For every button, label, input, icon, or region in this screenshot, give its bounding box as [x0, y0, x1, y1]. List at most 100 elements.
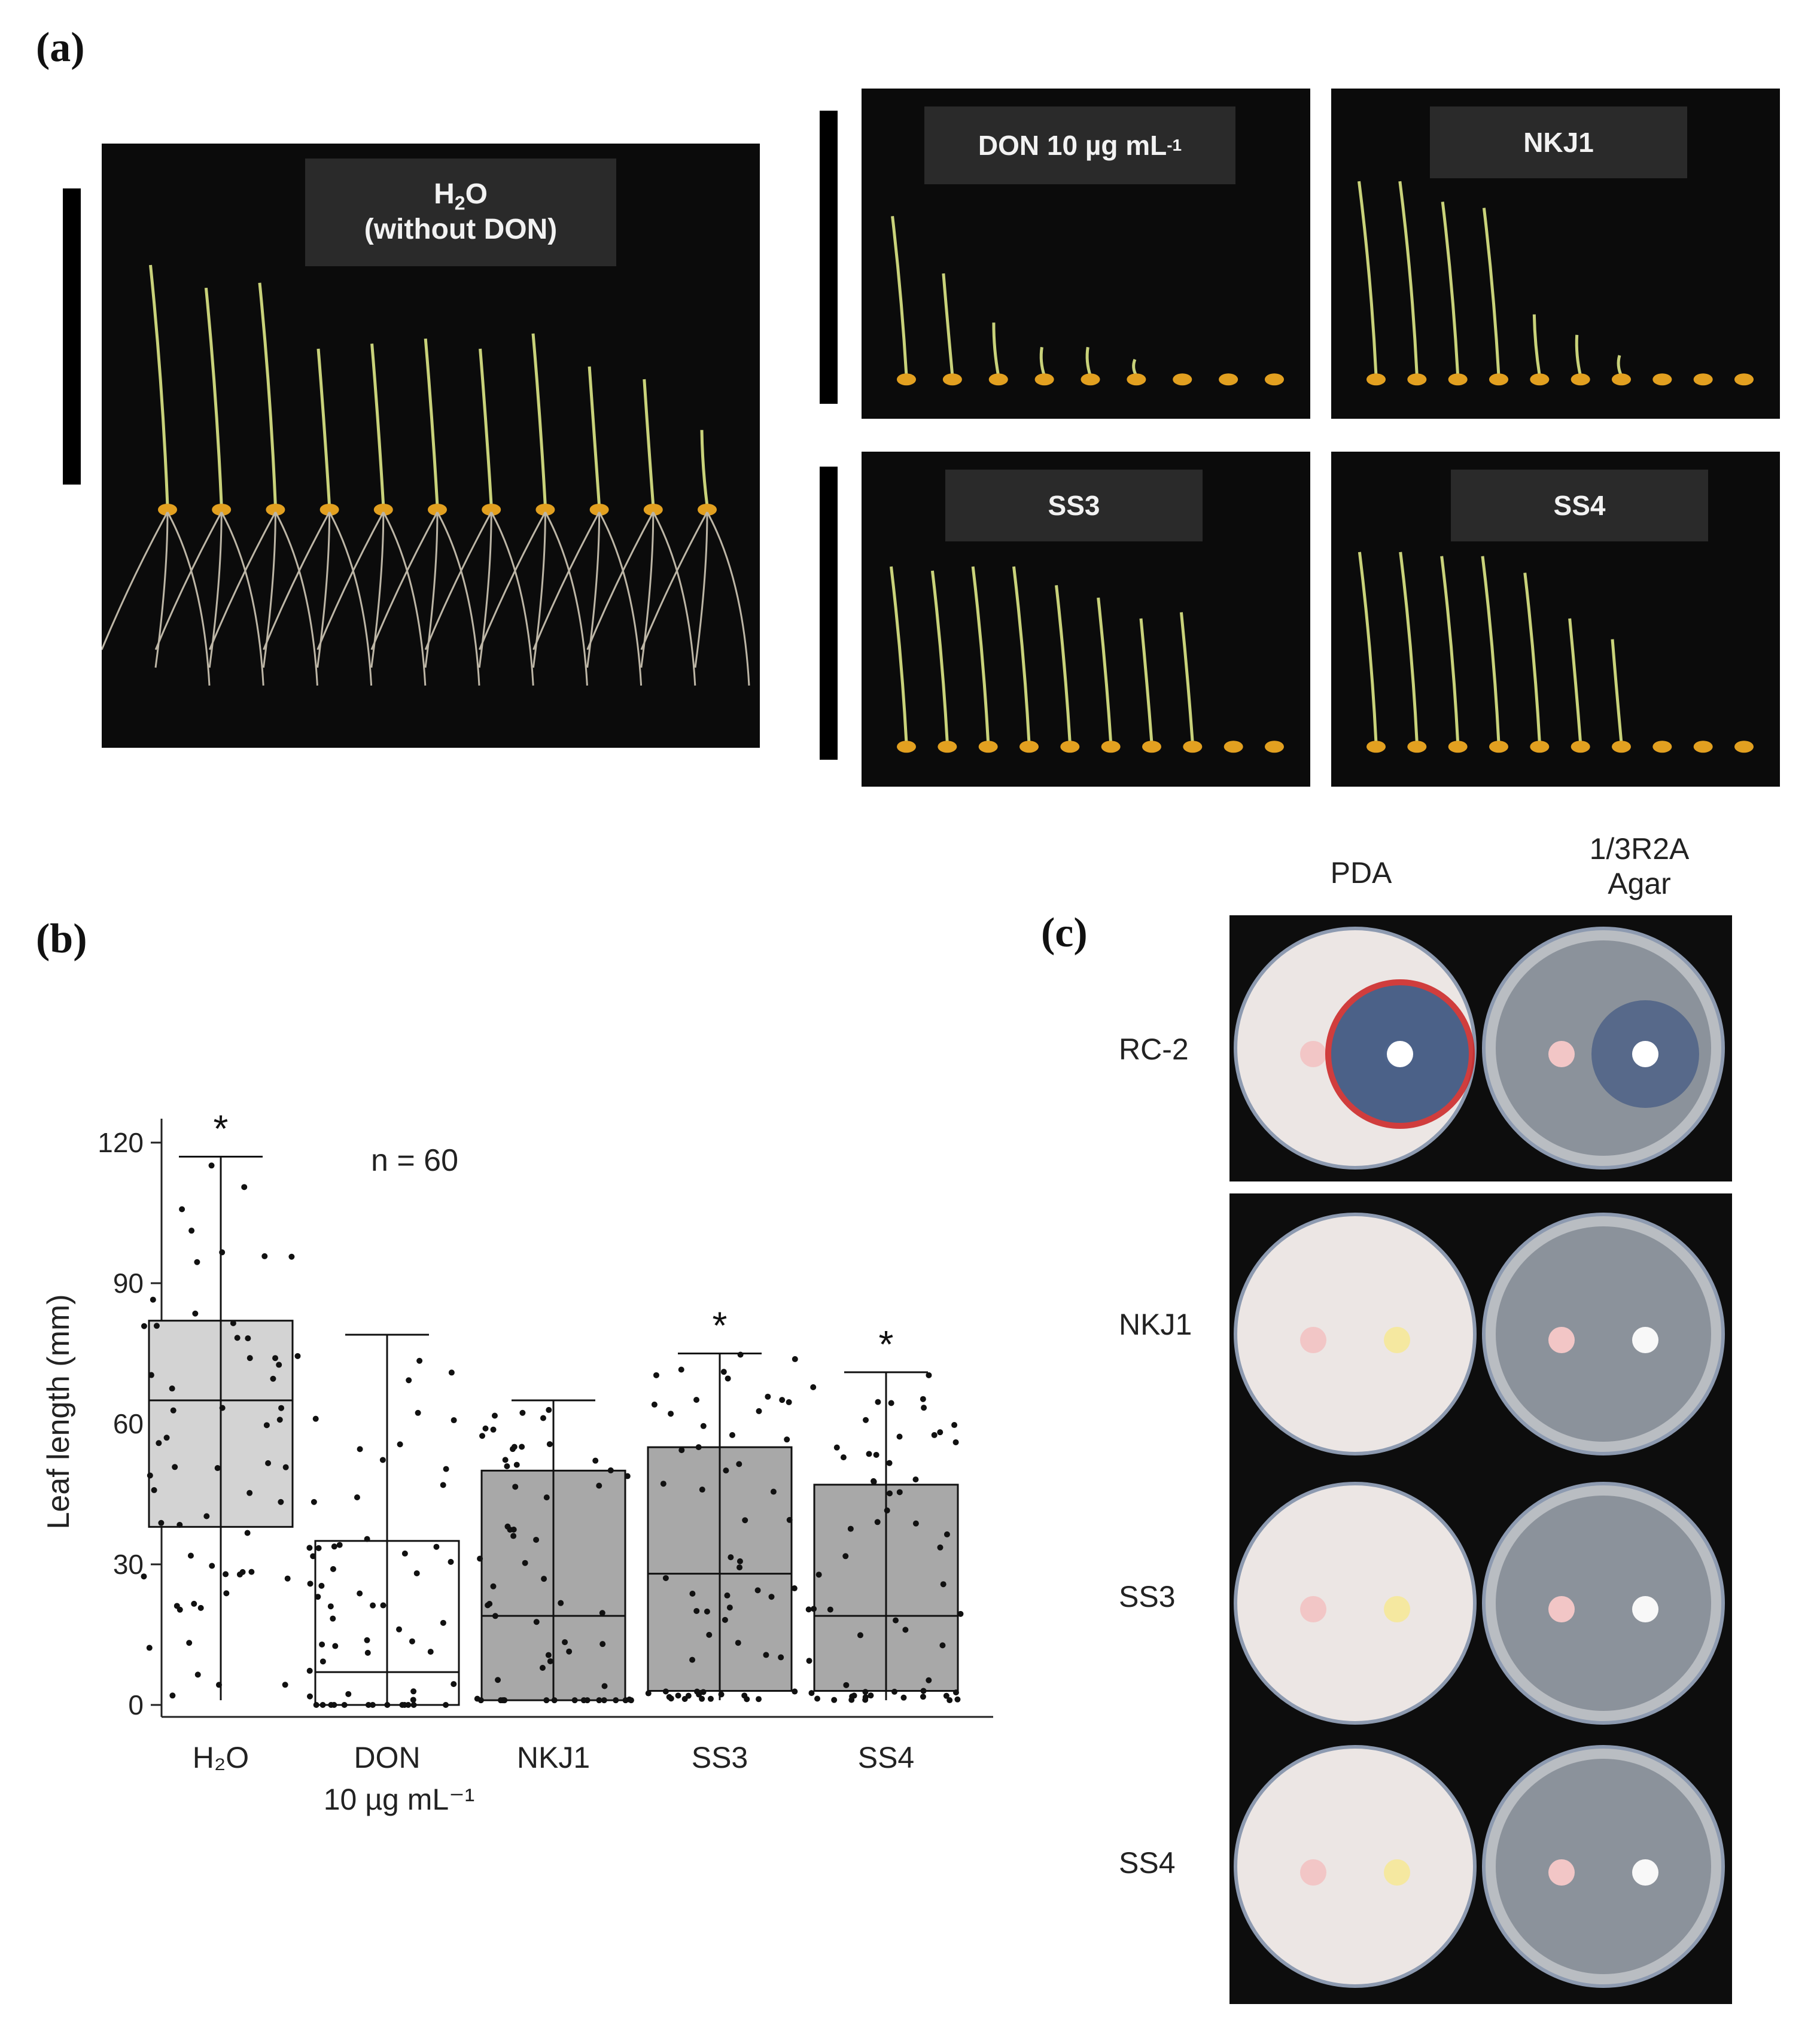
data-point — [805, 1606, 812, 1613]
bacterial-spot — [1632, 1859, 1658, 1886]
data-point — [857, 1632, 863, 1639]
data-point — [681, 1696, 688, 1703]
data-point — [937, 1429, 944, 1436]
data-point — [365, 1702, 372, 1708]
seed — [1448, 373, 1468, 386]
data-point — [926, 1372, 932, 1378]
data-point — [622, 1697, 629, 1704]
data-point — [248, 1569, 255, 1575]
root — [370, 511, 439, 650]
photo-nkj1: NKJ1 — [1331, 89, 1780, 419]
data-point — [395, 1626, 402, 1633]
data-point — [599, 1641, 606, 1648]
data-point — [399, 1702, 406, 1708]
seedling-leaf — [1085, 346, 1092, 377]
seedling-leaf — [1132, 358, 1138, 377]
data-point — [474, 1695, 480, 1702]
data-point — [215, 1682, 222, 1688]
data-point — [357, 1590, 363, 1597]
seed — [1366, 741, 1386, 753]
data-point — [194, 1259, 200, 1265]
data-point — [720, 1369, 727, 1375]
data-point — [410, 1688, 417, 1695]
data-point — [754, 1587, 761, 1594]
data-point — [188, 1228, 195, 1234]
box-0: * — [141, 1107, 301, 1701]
y-axis-label: Leaf length (mm) — [41, 1294, 76, 1529]
y-tick-label: 30 — [113, 1549, 144, 1580]
culture-plates — [1234, 927, 1725, 1988]
seed — [535, 504, 555, 516]
data-point — [596, 1697, 602, 1704]
data-point — [276, 1362, 282, 1368]
seedling-leaf — [588, 366, 601, 507]
photo-h2o-label: H2O (without DON) — [305, 159, 616, 266]
data-point — [194, 1671, 201, 1678]
seedling-leaf — [992, 322, 1000, 376]
box-1 — [306, 1333, 460, 1708]
data-point — [209, 1563, 215, 1569]
root — [544, 511, 588, 686]
seed — [1173, 373, 1192, 386]
y-tick-label: 120 — [98, 1127, 144, 1158]
data-point — [443, 1466, 449, 1472]
data-point — [810, 1384, 817, 1390]
data-point — [902, 1627, 909, 1633]
data-point — [492, 1613, 498, 1619]
data-point — [678, 1366, 684, 1373]
data-point — [401, 1550, 408, 1557]
data-point — [319, 1658, 326, 1665]
data-point — [926, 1677, 932, 1683]
data-point — [940, 1581, 946, 1588]
seed — [1265, 741, 1284, 753]
photo-don: DON 10 µg mL -1 — [862, 89, 1310, 419]
sample-size-annotation: n = 60 — [371, 1143, 458, 1178]
data-point — [495, 1677, 501, 1683]
data-point — [814, 1695, 821, 1702]
data-point — [662, 1575, 669, 1581]
data-point — [843, 1682, 850, 1688]
data-point — [141, 1573, 147, 1580]
data-point — [722, 1616, 728, 1623]
root — [694, 511, 708, 668]
root — [154, 511, 223, 650]
data-point — [707, 1695, 714, 1702]
data-point — [545, 1652, 552, 1658]
category-label: NKJ1 — [517, 1741, 590, 1774]
data-point — [294, 1353, 301, 1359]
data-point — [511, 1444, 518, 1450]
data-point — [842, 1553, 849, 1560]
data-point — [282, 1464, 289, 1470]
root — [436, 511, 480, 686]
data-point — [725, 1375, 731, 1382]
data-point — [736, 1461, 742, 1467]
data-point — [678, 1447, 685, 1454]
data-point — [700, 1423, 707, 1429]
pda-plate — [1234, 1745, 1477, 1988]
data-point — [551, 1697, 558, 1704]
data-point — [370, 1602, 376, 1609]
seed — [897, 741, 916, 753]
data-point — [519, 1444, 525, 1450]
data-point — [150, 1296, 156, 1303]
data-point — [735, 1640, 741, 1646]
seed — [1693, 373, 1713, 386]
significance-asterisk: * — [879, 1323, 894, 1366]
data-point — [502, 1457, 509, 1463]
photo-don-label: DON 10 µg mL -1 — [924, 106, 1235, 184]
data-point — [863, 1417, 869, 1423]
seedling-leaf — [1358, 552, 1378, 744]
seedling-leaf — [149, 264, 169, 507]
agar-surface — [1496, 1226, 1711, 1442]
data-point — [223, 1571, 229, 1578]
data-point — [219, 1405, 226, 1411]
seed — [978, 741, 998, 753]
scale-bar-top-row — [820, 111, 838, 404]
data-point — [331, 1543, 337, 1550]
agar-surface — [1496, 1496, 1711, 1711]
data-point — [891, 1688, 898, 1695]
data-point — [660, 1481, 666, 1487]
data-point — [874, 1519, 881, 1525]
data-point — [599, 1610, 605, 1616]
data-point — [624, 1473, 631, 1479]
